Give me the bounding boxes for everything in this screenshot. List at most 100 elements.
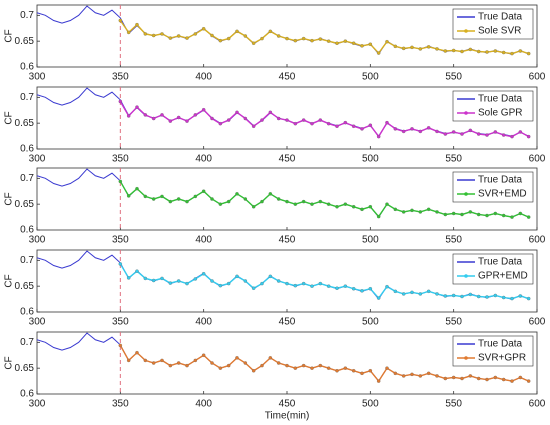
series-marker [501, 377, 506, 382]
y-tick-label: 0.7 [20, 337, 34, 348]
series-marker [276, 197, 281, 201]
series-marker [235, 274, 239, 279]
series-marker [376, 134, 381, 139]
series-marker [193, 358, 198, 363]
series-marker [326, 284, 331, 288]
series-marker [351, 124, 356, 129]
x-tick-label: 450 [279, 154, 296, 165]
series-marker [160, 358, 164, 363]
series-marker [301, 199, 306, 204]
legend-label: Sole GPR [478, 108, 522, 119]
x-tick-label: 500 [362, 72, 379, 83]
y-tick-label: 0.7 [20, 255, 34, 266]
series-marker [285, 363, 289, 368]
series-marker [460, 376, 464, 381]
series-marker [151, 33, 156, 38]
series-marker [301, 118, 306, 122]
series-marker [135, 22, 139, 27]
x-tick-label: 500 [362, 235, 379, 246]
series-marker [326, 366, 331, 370]
series-marker [201, 353, 206, 357]
series-marker [260, 199, 264, 204]
x-tick-label: 300 [29, 154, 46, 165]
series-marker [426, 207, 431, 212]
series-marker [526, 215, 531, 219]
series-marker [418, 374, 423, 378]
series-marker [476, 294, 481, 299]
x-tick-label: 400 [195, 317, 212, 328]
series-marker [493, 211, 498, 216]
series-marker [518, 49, 523, 53]
y-tick-label: 0.65 [15, 363, 35, 374]
x-tick-label: 450 [279, 72, 296, 83]
series-marker [518, 294, 523, 298]
series-marker [460, 132, 464, 136]
series-marker [485, 213, 489, 218]
series-marker [393, 44, 398, 49]
series-marker [293, 121, 298, 126]
series-marker [285, 281, 289, 286]
series-marker [360, 44, 364, 48]
series-marker [335, 204, 339, 209]
series-marker [243, 197, 248, 201]
series-marker [251, 368, 256, 373]
series-marker [393, 289, 398, 294]
series-marker [410, 290, 414, 295]
series-marker [310, 284, 314, 288]
series-marker [418, 292, 423, 296]
x-tick-label: 450 [279, 317, 296, 328]
series-marker [235, 192, 239, 196]
series-marker [193, 277, 198, 281]
series-marker [126, 30, 131, 35]
legend-marker [464, 29, 468, 33]
series-marker [451, 48, 456, 53]
x-tick-label: 450 [279, 235, 296, 246]
series-marker [518, 211, 523, 216]
series-marker [226, 199, 231, 204]
series-marker [235, 110, 239, 115]
subplot: 300 350 400 450 500 550 600 0.6 0.65 0.7 CF True Da… [4, 167, 546, 246]
series-marker [343, 366, 348, 370]
series-marker [426, 126, 431, 130]
series-marker [151, 361, 156, 365]
series-marker [210, 279, 214, 283]
x-tick-label: 550 [445, 235, 462, 246]
x-tick-label: 600 [529, 399, 546, 410]
series-marker [285, 36, 289, 41]
series-marker [251, 124, 256, 129]
series-marker [318, 199, 323, 204]
series-marker [276, 279, 281, 283]
series-marker [143, 276, 148, 281]
series-marker [226, 363, 231, 368]
series-marker [135, 186, 139, 191]
legend-box [452, 8, 534, 40]
series-marker [285, 118, 289, 122]
series-marker [426, 45, 431, 49]
series-marker [210, 197, 214, 201]
y-tick-label: 0.7 [20, 92, 34, 103]
legend-box [452, 171, 534, 203]
series-marker [235, 356, 239, 360]
legend-box [452, 253, 534, 285]
series-marker [526, 51, 531, 56]
series-marker [435, 292, 439, 296]
y-tick-label: 0.7 [20, 173, 34, 184]
y-axis-label: CF [4, 356, 15, 369]
series-marker [393, 127, 398, 131]
legend-label: SVR+GPR [478, 353, 526, 364]
x-tick-label: 550 [445, 72, 462, 83]
series-marker [443, 132, 448, 136]
series-marker [335, 368, 339, 373]
x-tick-label: 600 [529, 317, 546, 328]
series-marker [260, 118, 264, 122]
y-tick-label: 0.6 [20, 62, 34, 73]
series-marker [510, 379, 514, 383]
legend-box [452, 335, 534, 367]
x-tick-label: 400 [195, 235, 212, 246]
series-marker [451, 130, 456, 134]
series-marker [260, 363, 264, 368]
x-tick-label: 450 [279, 399, 296, 410]
series-marker [126, 276, 131, 280]
series-marker [443, 376, 448, 381]
series-marker [343, 39, 348, 43]
